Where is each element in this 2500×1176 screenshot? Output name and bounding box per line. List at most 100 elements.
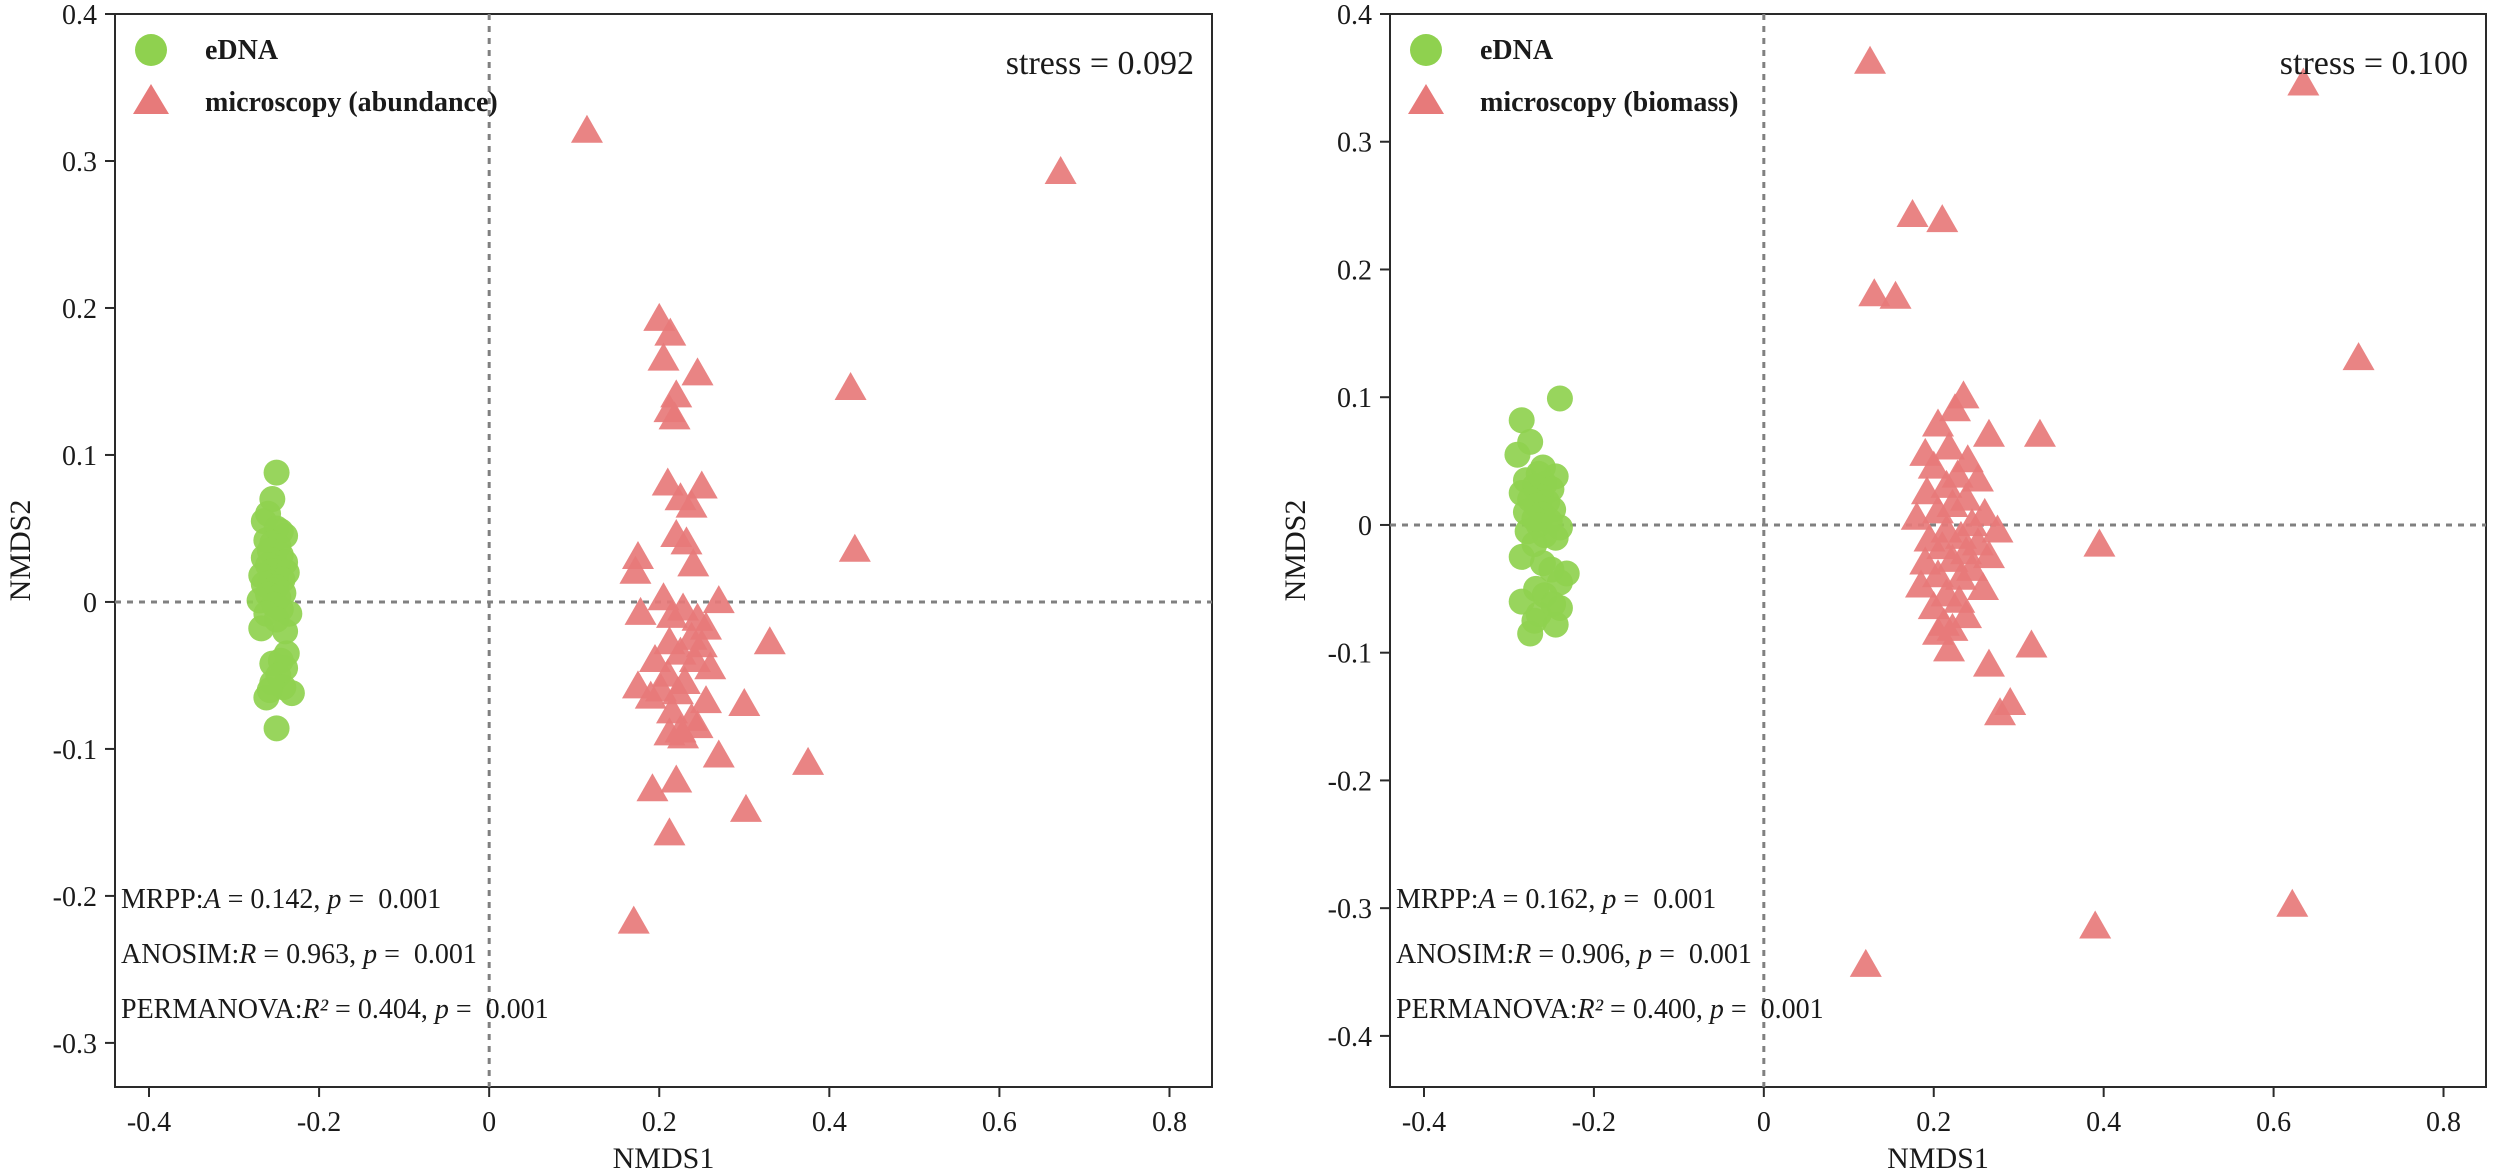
stat-p-value: = 0.001: [1616, 884, 1716, 915]
microscopy-point: [1922, 616, 1954, 645]
microscopy-point: [661, 676, 694, 705]
microscopy-point: [656, 599, 689, 628]
microscopy-point: [1930, 469, 1963, 498]
x-tick-label: -0.4: [127, 1107, 171, 1138]
x-tick-label: 0.4: [812, 1107, 847, 1138]
y-tick-label: -0.4: [1328, 1022, 1372, 1053]
stat-p-value: = 0.001: [1724, 994, 1824, 1025]
x-tick-label: 0: [1757, 1107, 1771, 1138]
microscopy-point: [681, 357, 714, 386]
microscopy-point: [1944, 561, 1977, 590]
microscopy-point: [834, 372, 867, 401]
edna-point: [248, 615, 275, 642]
stat-value: = 0.142,: [221, 884, 328, 915]
microscopy-point: [658, 401, 691, 430]
edna-point: [272, 618, 299, 645]
legend-edna-icon: [135, 34, 167, 66]
plot-frame: [1389, 13, 2487, 1088]
stat-p-symbol: p: [1708, 994, 1724, 1025]
microscopy-point: [694, 651, 727, 680]
microscopy-point: [1900, 501, 1933, 530]
stat-label: PERMANOVA:: [1396, 994, 1578, 1025]
stat-label: ANOSIM:: [121, 939, 239, 970]
microscopy-point: [1961, 463, 1994, 492]
microscopy-point: [638, 643, 671, 672]
x-tick-label: -0.4: [1402, 1107, 1446, 1138]
stat-p-value: = 0.001: [341, 884, 441, 915]
stat-p-symbol: p: [433, 994, 449, 1025]
stat-symbol: R²: [302, 994, 329, 1025]
microscopy-point: [1938, 393, 1971, 422]
microscopy-point: [1984, 697, 2017, 726]
y-tick-label: 0.2: [62, 294, 97, 325]
microscopy-point: [685, 470, 718, 499]
microscopy-point: [670, 526, 703, 555]
stat-value: = 0.906,: [1531, 939, 1638, 970]
x-tick-label: 0.2: [1916, 1107, 1951, 1138]
edna-point: [278, 680, 305, 707]
microscopy-point: [1972, 540, 2005, 569]
y-axis-title: NMDS2: [4, 500, 37, 602]
y-axis-title: NMDS2: [1279, 500, 1312, 602]
stat-p-symbol: p: [1600, 884, 1616, 915]
microscopy-point: [1909, 546, 1942, 575]
x-tick-label: -0.2: [297, 1107, 341, 1138]
anosim-stat: ANOSIM:R = 0.963, p = 0.001: [121, 939, 477, 970]
y-tick-label: 0.1: [1337, 383, 1372, 414]
microscopy-point: [2276, 888, 2309, 917]
microscopy-point: [624, 596, 657, 625]
y-tick-label: -0.3: [53, 1029, 97, 1060]
stat-p-symbol: p: [325, 884, 341, 915]
microscopy-point: [1972, 648, 2005, 677]
microscopy-point: [728, 688, 761, 717]
microscopy-point: [1044, 155, 1077, 184]
stat-p-value: = 0.001: [449, 994, 549, 1025]
nmds-panel-biomass: -0.4 -0.2 0 0.2 0.4 0.6 0.8 0.4 0.3 0.2 0.1 0 -0.1 -0…: [1279, 0, 2487, 1175]
stat-p-symbol: p: [1636, 939, 1652, 970]
microscopy-point: [677, 548, 710, 577]
legend-label: microscopy (abundance): [205, 87, 498, 118]
microscopy-point: [1896, 199, 1929, 228]
edna-point: [1542, 524, 1569, 551]
microscopy-point: [1854, 45, 1887, 74]
x-tick-label: 0.6: [982, 1107, 1017, 1138]
stress-value: stress = 0.092: [1006, 45, 1194, 82]
stat-label: PERMANOVA:: [121, 994, 303, 1025]
mrpp-stat: MRPP:A = 0.162, p = 0.001: [1396, 884, 1716, 915]
microscopy-point: [2342, 342, 2375, 371]
microscopy-point: [702, 739, 735, 768]
edna-point: [1542, 611, 1569, 638]
y-tick-label: 0.4: [1337, 0, 1372, 31]
microscopy-point: [619, 555, 652, 584]
y-tick-label: 0: [1358, 511, 1372, 542]
microscopy-point: [792, 746, 825, 775]
microscopy-point: [1950, 600, 1983, 629]
y-tick-label: 0.2: [1337, 255, 1372, 286]
microscopy-point: [1981, 514, 2014, 543]
stress-value: stress = 0.100: [2280, 45, 2468, 82]
microscopy-point: [570, 114, 603, 143]
edna-point: [1508, 543, 1535, 570]
x-axis-title: NMDS1: [613, 1142, 715, 1175]
microscopy-point: [617, 905, 650, 934]
stat-value: = 0.404,: [328, 994, 435, 1025]
microscopy-point: [1905, 569, 1938, 598]
microscopy-point: [1933, 633, 1966, 662]
microscopy-point: [838, 533, 871, 562]
edna-point: [1504, 441, 1531, 468]
microscopy-point: [1972, 418, 2005, 447]
microscopy-point: [2023, 418, 2056, 447]
permanova-stat: PERMANOVA:R² = 0.400, p = 0.001: [1396, 994, 1824, 1025]
microscopy-point: [634, 680, 667, 709]
y-tick-label: -0.3: [1328, 894, 1372, 925]
microscopy-point: [647, 342, 680, 371]
edna-point: [256, 677, 283, 704]
stat-p-value: = 0.001: [377, 939, 477, 970]
microscopy-point: [1858, 278, 1891, 307]
microscopy-point: [753, 626, 786, 655]
microscopy-point: [690, 685, 723, 714]
microscopy-point: [651, 467, 684, 496]
edna-point: [263, 715, 290, 742]
stat-p-value: = 0.001: [1652, 939, 1752, 970]
microscopy-point: [636, 773, 669, 802]
